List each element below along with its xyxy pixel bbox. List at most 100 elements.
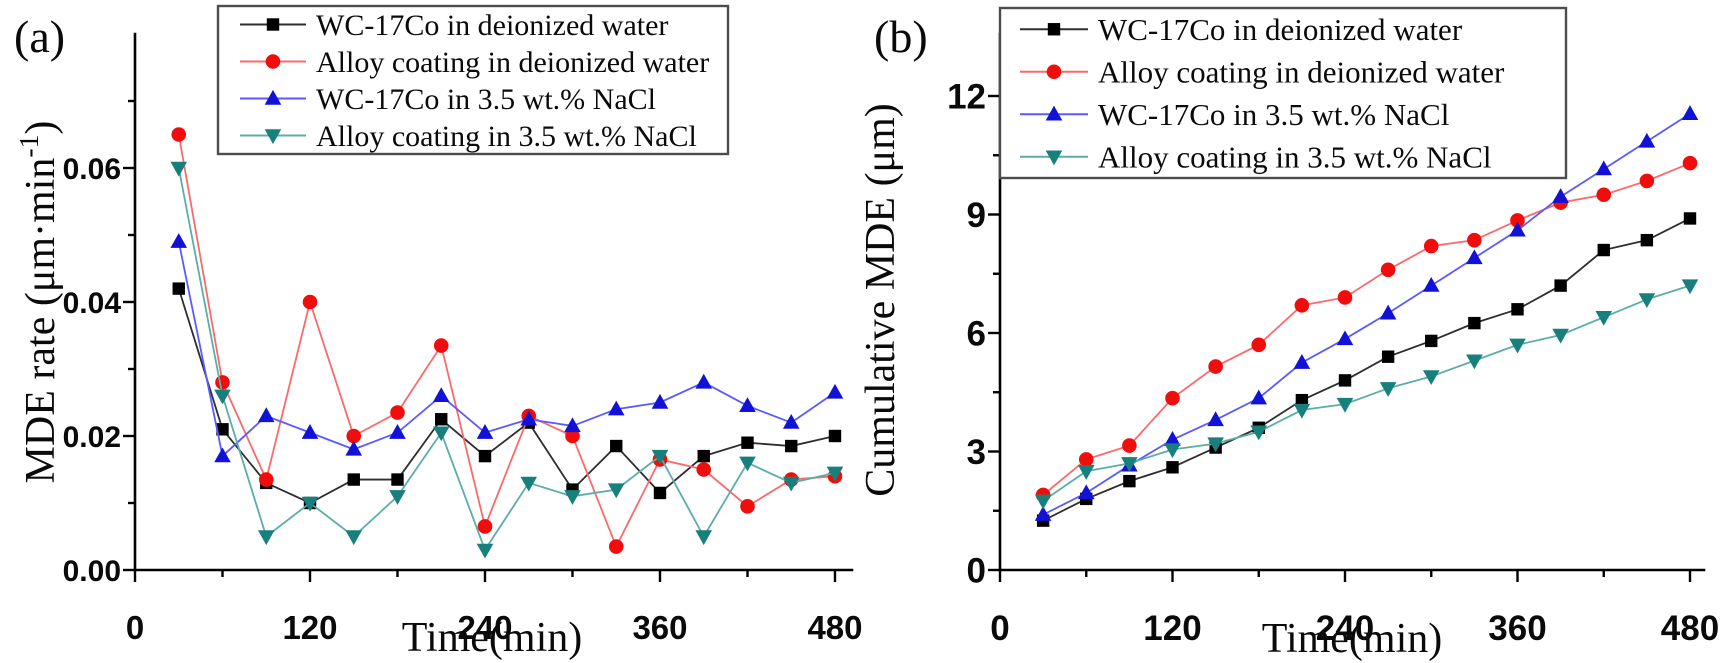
legend-item-wc-17co-in-deionized-water: WC-17Co in deionized water	[240, 9, 668, 42]
data-point-marker	[1293, 403, 1311, 419]
series-b-alloy-coating-in-deionized-water-circle	[1035, 155, 1698, 503]
panel-label-a: (a)	[14, 11, 65, 62]
y-tick-label: 0.04	[63, 287, 122, 320]
x-tick-label: 360	[632, 609, 687, 646]
y-axis-title: MDE rate (μm·min-1)	[13, 121, 64, 484]
y-tick-label: 0	[967, 552, 986, 591]
series-line	[1042, 113, 1691, 516]
ticks-a	[123, 99, 837, 582]
data-point-marker	[432, 426, 450, 442]
data-point-marker	[1034, 506, 1052, 521]
data-point-marker	[1509, 221, 1526, 237]
data-point-marker	[1164, 431, 1181, 446]
legend-item-alloy-coating-in-deionized-water: Alloy coating in deionized water	[1020, 55, 1505, 90]
x-tick-label: 120	[1143, 609, 1201, 648]
x-tick-label: 480	[807, 609, 862, 646]
data-point-marker	[1078, 452, 1094, 467]
data-point-marker	[520, 476, 538, 492]
series-b-alloy-coating-in-3-5-wt-nacl-triangle-down	[1034, 279, 1699, 510]
data-point-marker	[1165, 390, 1180, 406]
data-point-marker	[215, 375, 230, 390]
data-point-marker	[739, 456, 756, 472]
legend-label: Alloy coating in deionized water	[316, 46, 709, 79]
data-point-marker	[782, 476, 800, 492]
legend-item-alloy-coating-in-3-5-wt-nacl: Alloy coating in 3.5 wt.% NaCl	[1020, 140, 1491, 175]
series-line	[1042, 162, 1691, 496]
legend-label: Alloy coating in 3.5 wt.% NaCl	[316, 120, 697, 153]
data-point-marker	[739, 397, 756, 413]
data-point-marker	[826, 466, 844, 482]
y-tick-label: 12	[947, 78, 986, 117]
data-point-marker	[608, 539, 624, 554]
data-point-marker	[478, 449, 492, 463]
data-point-marker	[1208, 359, 1223, 374]
data-point-marker	[828, 429, 842, 443]
legend-marker-square-icon	[1047, 23, 1061, 36]
data-point-marker	[1295, 393, 1309, 407]
panel-b: 0 120 240 360 480 0 3 6 9 12 Time(min) Cumulative M…	[858, 6, 1719, 662]
data-point-marker	[1468, 316, 1481, 330]
series-a-alloy-coating-in-3-5-wt-nacl-triangle-down	[170, 161, 844, 559]
data-point-marker	[258, 472, 274, 487]
data-point-marker	[214, 389, 231, 405]
data-point-marker	[390, 405, 405, 420]
legend-b: WC-17Co in deionized water Alloy coating …	[998, 6, 1568, 180]
data-point-marker	[171, 127, 187, 142]
data-point-marker	[826, 383, 844, 399]
data-point-marker	[1466, 354, 1483, 370]
data-point-marker	[301, 424, 319, 439]
data-point-marker	[1466, 249, 1483, 265]
x-axis-title: Time(min)	[1262, 616, 1442, 662]
data-point-marker	[1077, 465, 1095, 480]
legend-a: WC-17Co in deionized water Alloy coating …	[216, 4, 730, 156]
data-point-marker	[170, 233, 188, 248]
data-point-marker	[1166, 461, 1179, 474]
y-tick-label: 6	[967, 315, 986, 354]
data-point-marker	[1336, 397, 1354, 413]
data-point-marker	[651, 449, 669, 465]
data-point-marker	[565, 428, 580, 444]
data-point-marker	[1683, 212, 1697, 225]
legend-marker-square-icon	[266, 18, 280, 31]
data-point-marker	[653, 486, 667, 500]
data-point-marker	[345, 530, 363, 546]
panel-label-b: (b)	[874, 11, 928, 62]
series-a-alloy-coating-in-deionized-water-circle	[171, 127, 843, 554]
x-tick-label: 0	[126, 609, 144, 646]
x-axis-title: Time(min)	[402, 615, 582, 661]
series-line	[177, 241, 836, 458]
data-point-marker	[1511, 303, 1524, 316]
series-b-wc-17co-in-3-5-wt-nacl-triangle-up	[1034, 105, 1699, 521]
data-point-marker	[257, 407, 275, 423]
data-point-marker	[1250, 389, 1268, 405]
data-point-marker	[170, 161, 188, 177]
data-point-marker	[432, 387, 450, 402]
data-point-marker	[1639, 173, 1655, 189]
x-tick-label: 0	[990, 609, 1009, 648]
data-point-marker	[1595, 160, 1613, 176]
data-point-marker	[1638, 293, 1656, 309]
data-point-marker	[301, 496, 319, 512]
data-point-marker	[1510, 213, 1525, 228]
legend-box	[998, 6, 1568, 180]
y-tick-label: 9	[967, 196, 986, 235]
x-tick-label: 240	[457, 609, 512, 646]
data-point-marker	[1123, 474, 1136, 488]
data-point-marker	[476, 543, 494, 559]
legend-marker-triangle-down-icon	[264, 129, 282, 145]
y-tick-label: 0.00	[63, 555, 121, 588]
legend-marker-triangle-up-icon	[264, 89, 282, 105]
legend-item-alloy-coating-in-deionized-water: Alloy coating in deionized water	[240, 46, 709, 79]
data-point-marker	[1467, 232, 1482, 248]
data-point-marker	[607, 400, 625, 416]
data-point-marker	[785, 439, 798, 453]
series-line	[177, 134, 836, 549]
data-point-marker	[1380, 262, 1396, 278]
data-point-marker	[1423, 238, 1439, 254]
data-point-marker	[476, 424, 494, 439]
legend-item-wc-17co-in-deionized-water: WC-17Co in deionized water	[1020, 12, 1463, 47]
legend-item-alloy-coating-in-3-5-wt-nacl: Alloy coating in 3.5 wt.% NaCl	[240, 120, 697, 153]
data-point-marker	[216, 423, 229, 436]
data-point-marker	[1293, 354, 1311, 369]
data-point-marker	[1207, 411, 1224, 427]
